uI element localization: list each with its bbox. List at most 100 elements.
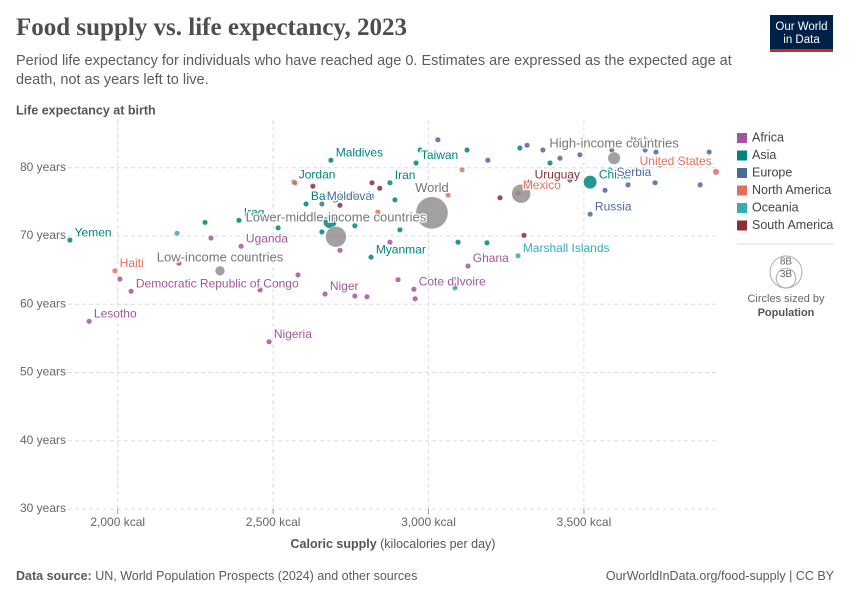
legend-swatch[interactable]	[737, 220, 747, 231]
aggregate-point[interactable]	[415, 196, 449, 230]
y-tick-label: 40 years	[20, 433, 66, 447]
point[interactable]	[587, 211, 594, 218]
point[interactable]	[583, 175, 598, 190]
point[interactable]	[128, 288, 135, 295]
point[interactable]	[202, 219, 209, 226]
point[interactable]	[601, 187, 609, 194]
point[interactable]	[484, 157, 491, 164]
point[interactable]	[413, 159, 420, 167]
point[interactable]	[652, 149, 660, 156]
point[interactable]	[520, 232, 527, 239]
point[interactable]	[556, 155, 564, 162]
point[interactable]	[516, 144, 523, 152]
point[interactable]	[483, 239, 490, 246]
point[interactable]	[238, 243, 245, 250]
point-label: China	[599, 167, 631, 181]
point[interactable]	[318, 228, 325, 235]
legend-label[interactable]: Asia	[752, 148, 776, 162]
footer-url[interactable]: OurWorldInData.org/food-supply | CC BY	[605, 569, 834, 583]
point[interactable]	[207, 235, 215, 242]
point[interactable]	[336, 247, 343, 254]
point[interactable]	[464, 146, 471, 154]
legend-swatch[interactable]	[737, 203, 747, 213]
point[interactable]	[327, 157, 334, 164]
point[interactable]	[496, 194, 504, 201]
legend-swatch[interactable]	[737, 150, 747, 161]
aggregate-point[interactable]	[325, 226, 347, 248]
point[interactable]	[396, 226, 403, 233]
y-tick-label: 80 years	[20, 160, 66, 174]
point[interactable]	[116, 275, 123, 283]
point[interactable]	[303, 200, 310, 207]
point[interactable]	[374, 209, 381, 216]
aggregate-point[interactable]	[511, 183, 531, 204]
point[interactable]	[275, 224, 282, 231]
point[interactable]	[321, 290, 329, 298]
point[interactable]	[309, 183, 316, 190]
point[interactable]	[336, 202, 343, 209]
point[interactable]	[576, 151, 583, 158]
point[interactable]	[526, 179, 533, 186]
point[interactable]	[712, 168, 720, 176]
point[interactable]	[66, 237, 73, 244]
y-tick-label: 30 years	[20, 501, 66, 515]
aggregate-point[interactable]	[214, 265, 226, 276]
legend-label[interactable]: North America	[752, 183, 831, 197]
point[interactable]	[86, 318, 93, 325]
point[interactable]	[368, 179, 376, 186]
logo-text: in Data	[783, 34, 820, 46]
point[interactable]	[625, 172, 633, 180]
point[interactable]	[291, 179, 298, 186]
point[interactable]	[376, 185, 383, 192]
legend-swatch[interactable]	[737, 168, 747, 178]
point[interactable]	[386, 239, 394, 246]
point[interactable]	[175, 260, 183, 267]
point[interactable]	[294, 271, 302, 278]
legend-swatch[interactable]	[737, 185, 747, 196]
point[interactable]	[566, 177, 573, 184]
point[interactable]	[367, 254, 375, 261]
point[interactable]	[539, 146, 546, 154]
point[interactable]	[412, 295, 419, 302]
point[interactable]	[523, 142, 531, 149]
point[interactable]	[363, 293, 371, 300]
point[interactable]	[391, 196, 399, 203]
point[interactable]	[451, 284, 458, 291]
point[interactable]	[386, 179, 394, 186]
point[interactable]	[459, 166, 466, 173]
point[interactable]	[624, 181, 632, 188]
point[interactable]	[318, 200, 325, 207]
point[interactable]	[417, 146, 424, 154]
point[interactable]	[395, 276, 402, 283]
point[interactable]	[174, 230, 181, 237]
point[interactable]	[266, 338, 273, 345]
legend-swatch[interactable]	[737, 133, 747, 143]
point[interactable]	[410, 286, 417, 293]
point[interactable]	[464, 262, 472, 270]
point[interactable]	[706, 149, 713, 156]
point[interactable]	[244, 254, 251, 261]
legend-label[interactable]: South America	[752, 218, 833, 232]
logo-box[interactable]	[770, 15, 833, 51]
point[interactable]	[697, 181, 704, 188]
point[interactable]	[514, 252, 522, 259]
legend-label[interactable]: Africa	[752, 130, 784, 144]
point[interactable]	[445, 192, 452, 199]
point[interactable]	[111, 267, 118, 274]
point[interactable]	[676, 157, 683, 164]
point[interactable]	[235, 217, 242, 224]
point[interactable]	[351, 293, 358, 300]
point[interactable]	[657, 161, 664, 169]
point[interactable]	[546, 159, 554, 167]
aggregate-point[interactable]	[607, 151, 621, 165]
point[interactable]	[351, 222, 358, 229]
point[interactable]	[454, 239, 462, 246]
point[interactable]	[434, 136, 441, 143]
point[interactable]	[257, 286, 264, 293]
point[interactable]	[652, 179, 659, 186]
legend-label[interactable]: Oceania	[752, 200, 799, 214]
point[interactable]	[642, 146, 649, 154]
legend-label[interactable]: Europe	[752, 165, 792, 179]
source-label: Data source:	[16, 569, 92, 583]
point[interactable]	[606, 166, 614, 173]
